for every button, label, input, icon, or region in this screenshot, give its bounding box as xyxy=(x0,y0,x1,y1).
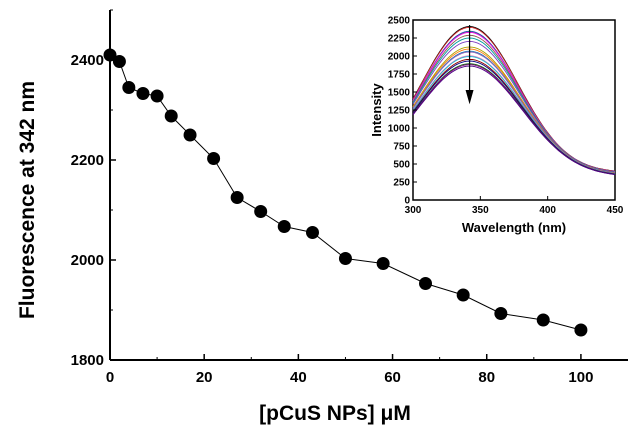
data-point xyxy=(376,257,390,270)
inset-y-tick-label: 250 xyxy=(393,178,410,189)
data-point xyxy=(456,288,470,302)
x-tick-label: 0 xyxy=(106,369,114,386)
data-point xyxy=(164,109,178,123)
data-point xyxy=(207,152,221,165)
data-point xyxy=(419,277,433,290)
inset-y-tick-label: 2500 xyxy=(388,16,411,27)
inset-y-axis-label: Intensity xyxy=(369,83,384,137)
inset-x-tick-label: 350 xyxy=(472,205,489,216)
inset-y-tick-label: 2000 xyxy=(388,52,411,63)
data-point xyxy=(150,89,164,103)
y-tick-label: 1800 xyxy=(71,352,104,369)
inset-y-tick-label: 1000 xyxy=(388,124,411,135)
data-point xyxy=(277,220,291,233)
inset-x-tick-label: 400 xyxy=(539,205,556,216)
spectrum-curve xyxy=(412,65,616,176)
data-point xyxy=(305,226,319,239)
inset-y-tick-label: 500 xyxy=(393,160,410,171)
data-point xyxy=(230,191,244,204)
data-point xyxy=(494,307,508,320)
inset-plot: 300 350 400 450 0 250 500 750 1000 1250 1500 1750 20… xyxy=(369,16,624,236)
data-point xyxy=(536,313,550,327)
x-tick-label: 40 xyxy=(290,369,307,386)
main-plot: 0 20 40 60 80 100 1800 2000 2200 2400 [pCuS NPs] … xyxy=(16,9,628,425)
arrow-head xyxy=(465,90,474,105)
data-point xyxy=(338,252,352,265)
data-point xyxy=(254,205,268,218)
inset-y-tick-label: 1750 xyxy=(388,70,411,81)
inset-y-tick-label: 2250 xyxy=(388,34,411,45)
inset-x-tick-label: 300 xyxy=(405,205,422,216)
x-tick-label: 80 xyxy=(478,369,495,386)
inset-y-tick-label: 750 xyxy=(393,142,410,153)
decrease-arrow xyxy=(465,25,474,105)
y-axis-label: Fluorescence at 342 nm xyxy=(16,81,39,319)
x-axis-label: [pCuS NPs] μM xyxy=(259,402,411,425)
inset-y-tick-label: 1500 xyxy=(388,88,411,99)
inset-x-tick-label: 450 xyxy=(607,205,624,216)
inset-y-tick-label: 0 xyxy=(404,196,410,207)
inset-y-tick-label: 1250 xyxy=(388,106,411,117)
x-tick-label: 100 xyxy=(568,369,593,386)
y-tick-label: 2400 xyxy=(71,52,104,69)
data-point xyxy=(183,128,197,142)
x-tick-label: 60 xyxy=(384,369,401,386)
y-tick-label: 2200 xyxy=(71,152,104,169)
data-point xyxy=(574,323,588,337)
data-point xyxy=(103,48,117,62)
x-tick-label: 20 xyxy=(196,369,213,386)
data-point xyxy=(122,81,136,94)
y-tick-label: 2000 xyxy=(71,252,104,269)
inset-x-axis-label: Wavelength (nm) xyxy=(462,220,566,235)
data-point xyxy=(112,55,126,68)
data-point xyxy=(136,87,150,100)
